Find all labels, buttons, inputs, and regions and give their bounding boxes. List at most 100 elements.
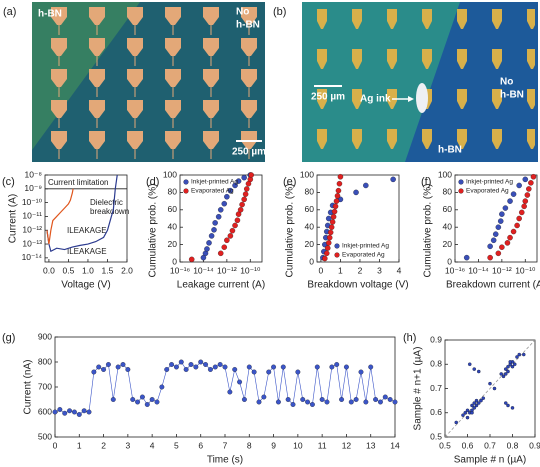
data-point (81, 408, 87, 414)
data-point (516, 182, 522, 189)
data-point (524, 192, 531, 198)
data-point (204, 246, 210, 252)
data-point (120, 362, 126, 367)
y-tick-label: 600 (38, 406, 52, 416)
y-axis-title: Current (nA) (23, 359, 34, 414)
y-tick-label: 0.9 (430, 334, 442, 344)
y-tick-label: 60 (443, 204, 453, 214)
data-point (71, 409, 77, 415)
image-label: h-BN (438, 145, 462, 156)
data-point (285, 397, 291, 402)
data-point (358, 369, 364, 375)
y-tick-label: 10⁻¹² (22, 224, 42, 234)
scale-label: 250 µm (232, 147, 266, 158)
x-tick-label: 0.8 (507, 440, 519, 450)
data-point (261, 394, 267, 400)
x-tick-label: 3 (377, 265, 382, 275)
x-tick-label: 3 (125, 440, 130, 450)
data-point (515, 355, 519, 359)
x-tick-label: 13 (366, 440, 376, 450)
panel-label: (e) (283, 176, 296, 188)
image-label: No (236, 7, 249, 18)
data-point (57, 407, 63, 412)
data-point (135, 399, 141, 405)
legend-marker (458, 188, 464, 194)
data-point (327, 229, 334, 236)
data-point (508, 360, 512, 364)
data-point (495, 250, 502, 257)
data-point (227, 389, 233, 395)
data-point (490, 237, 497, 243)
x-tick-label: 5 (174, 440, 179, 450)
image-label: h-BN (38, 9, 62, 20)
x-tick-label: 1.0 (82, 265, 94, 275)
y-tick-label: 20 (168, 239, 178, 249)
x-tick-label: 8 (247, 440, 252, 450)
data-point (290, 402, 296, 407)
y-tick-label: 80 (168, 187, 178, 197)
legend-marker (334, 243, 340, 249)
data-point (207, 367, 213, 372)
y-tick-label: 10⁻¹¹ (22, 211, 42, 221)
data-point (526, 186, 532, 192)
x-tick-label: 10⁻¹⁶ (445, 265, 465, 275)
x-tick-label: 0.9 (529, 440, 540, 450)
data-point (251, 369, 257, 375)
data-point (235, 178, 242, 184)
panel-label: (c) (2, 176, 15, 188)
x-axis-title: Leakage current (A) (177, 280, 265, 291)
data-point (514, 222, 520, 229)
data-point (217, 362, 223, 367)
data-point (217, 250, 224, 257)
image-label: No (500, 77, 513, 88)
x-tick-label: 4 (397, 265, 402, 275)
data-point (522, 352, 526, 357)
y-tick-label: 40 (168, 221, 178, 231)
data-point (212, 220, 218, 226)
data-point (479, 398, 483, 403)
data-point (506, 403, 510, 408)
data-point (463, 254, 470, 261)
y-tick-label: 10⁻⁸ (24, 169, 42, 179)
data-point (237, 379, 243, 385)
y-tick-label: 0 (447, 256, 452, 266)
panel-label: (a) (3, 6, 16, 18)
y-tick-label: 100 (163, 169, 177, 179)
data-point (241, 196, 247, 203)
annotation: Dielectric (90, 198, 123, 207)
data-point (522, 176, 529, 183)
data-point (510, 364, 515, 369)
scale-label: 250 µm (311, 92, 345, 103)
image-label: h-BN (236, 20, 260, 31)
data-point (463, 410, 467, 415)
data-point (337, 173, 344, 180)
data-point (497, 218, 504, 224)
data-point (326, 234, 333, 241)
y-tick-label: 0.6 (430, 407, 442, 417)
y-axis-title: Cumulative prob. (%) (285, 184, 296, 278)
data-point (332, 203, 339, 210)
data-point (513, 362, 517, 366)
data-point (178, 359, 184, 365)
y-tick-label: 10⁻⁹ (24, 183, 42, 193)
data-point (334, 193, 341, 199)
x-tick-label: 12 (342, 440, 352, 450)
y-tick-label: 0.8 (430, 359, 442, 369)
data-point (105, 362, 111, 367)
y-tick-label: 20 (443, 239, 453, 249)
data-point (325, 215, 332, 222)
data-point (335, 187, 342, 194)
x-tick-label: 2.0 (121, 265, 133, 275)
data-point (472, 367, 476, 371)
data-point (237, 207, 244, 213)
data-point (314, 364, 320, 370)
data-point (62, 410, 68, 416)
annotation: ILEAKAGE (67, 226, 107, 235)
data-point (465, 408, 470, 413)
data-point (96, 364, 102, 370)
data-point (183, 367, 189, 372)
data-point (474, 403, 479, 408)
y-tick-label: 500 (38, 431, 52, 441)
data-point (159, 384, 165, 390)
